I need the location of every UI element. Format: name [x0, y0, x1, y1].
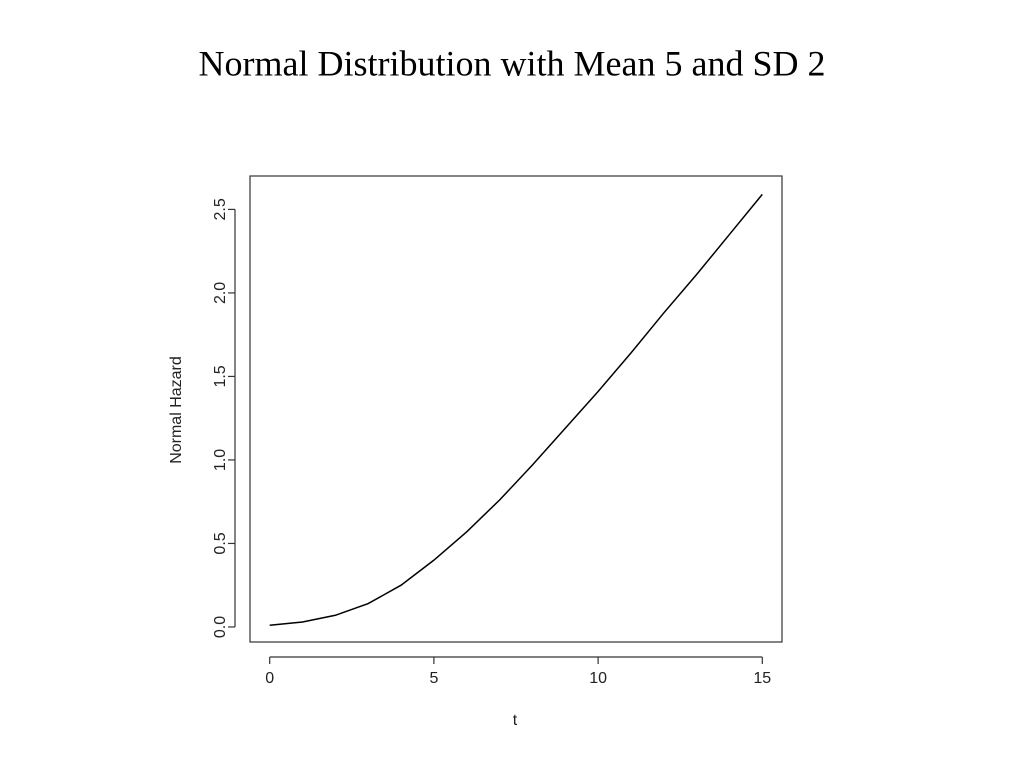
y-tick-label: 0.0 [212, 616, 229, 638]
y-axis-label: Normal Hazard [168, 356, 185, 464]
y-tick-label: 2.0 [212, 282, 229, 304]
y-tick-label: 1.5 [212, 365, 229, 387]
y-tick-label: 1.0 [212, 449, 229, 471]
chart-title: Normal Distribution with Mean 5 and SD 2 [199, 43, 826, 83]
x-tick-label: 5 [429, 670, 438, 687]
data-line [269, 193, 763, 627]
y-tick-label: 0.5 [212, 532, 229, 554]
x-axis-label: t [513, 712, 518, 729]
x-tick-label: 15 [753, 670, 771, 687]
y-tick-label: 2.5 [212, 198, 229, 220]
plot-frame [249, 175, 783, 643]
x-tick-label: 10 [589, 670, 607, 687]
x-tick-label: 0 [265, 670, 274, 687]
